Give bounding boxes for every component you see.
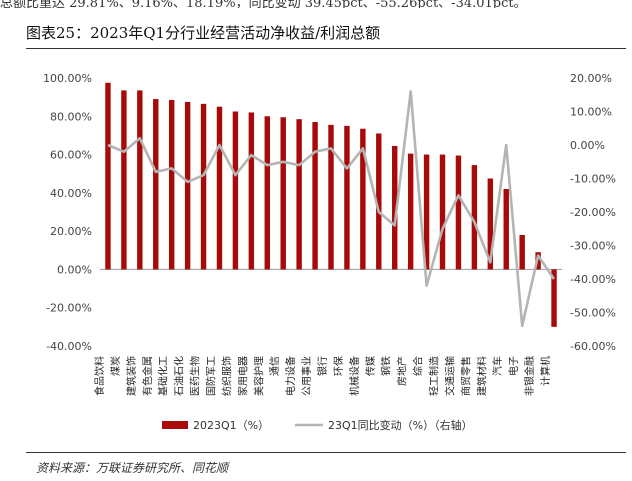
x-category-label: 基础化工 <box>157 356 170 396</box>
bar <box>296 119 302 270</box>
bar <box>264 116 270 270</box>
bar <box>105 82 111 270</box>
legend-bar-label: 2023Q1（%） <box>193 419 269 432</box>
x-category-label: 综合 <box>412 356 425 376</box>
x-category-label: 煤炭 <box>109 356 122 376</box>
x-category-label: 传媒 <box>365 356 377 376</box>
bar <box>153 99 159 270</box>
bar <box>216 106 223 270</box>
yoy-change-line <box>107 90 556 328</box>
bar <box>487 178 494 270</box>
bar <box>280 117 286 270</box>
x-category-label: 钢铁 <box>380 356 393 376</box>
bar <box>551 269 557 327</box>
x-category-label: 国防军工 <box>204 356 217 396</box>
x-category-label: 电力设备 <box>284 356 297 396</box>
y-left-tick-label: 40.00% <box>50 187 92 200</box>
x-category-label: 公用事业 <box>300 356 313 396</box>
x-category-label: 交通运输 <box>443 356 456 396</box>
y-left-tick-label: 80.00% <box>50 110 92 123</box>
bar <box>328 124 334 270</box>
source-note: 资料来源：万联证券研究所、同花顺 <box>36 461 229 475</box>
y-right-tick-label: 20.00% <box>570 72 612 85</box>
y-left-tick-label: 60.00% <box>50 149 92 162</box>
bar <box>312 122 318 270</box>
bar <box>519 234 525 270</box>
legend-line-label: 23Q1同比变动（%）（右轴） <box>328 418 473 432</box>
bar <box>184 101 191 270</box>
bar <box>137 90 143 270</box>
x-category-label: 汽车 <box>491 356 504 376</box>
x-category-label: 计算机 <box>539 356 552 386</box>
x-category-label: 美容护理 <box>252 356 265 396</box>
x-category-label: 纺织服饰 <box>220 356 233 396</box>
top-divider <box>26 48 626 49</box>
y-right-tick-label: -50.00% <box>570 307 616 320</box>
y-left-tick-label: -20.00% <box>46 302 92 315</box>
bar <box>121 90 127 270</box>
x-category-label: 环保 <box>332 356 345 376</box>
x-category-label: 建筑装饰 <box>125 356 138 396</box>
bar <box>168 100 175 270</box>
x-category-label: 家用电器 <box>236 356 249 396</box>
x-category-label: 电子 <box>507 356 520 376</box>
bar <box>503 189 509 270</box>
legend-bar-swatch <box>162 421 188 429</box>
y-left-tick-label: -40.00% <box>46 340 92 353</box>
bar <box>232 111 239 270</box>
bar <box>455 155 462 270</box>
header-text-line: 总额比重达 29.81%、9.16%、18.19%，同比变动 39.45pct、… <box>0 0 527 8</box>
bar <box>376 133 382 270</box>
bar <box>439 154 446 270</box>
x-category-label: 非银金融 <box>523 356 536 396</box>
bar <box>407 153 414 270</box>
x-category-label: 银行 <box>316 356 329 376</box>
x-category-label: 食品饮料 <box>93 356 106 396</box>
x-category-label: 轻工制造 <box>428 356 441 396</box>
y-left-tick-label: 0.00% <box>57 263 92 276</box>
x-category-label: 医药生物 <box>189 356 202 396</box>
y-right-tick-label: 0.00% <box>570 139 605 152</box>
y-right-tick-label: -20.00% <box>570 206 616 219</box>
bottom-divider <box>26 452 626 453</box>
bar <box>471 165 478 270</box>
x-category-label: 通信 <box>269 356 281 376</box>
y-right-tick-label: -60.00% <box>570 340 616 353</box>
x-category-label: 机械设备 <box>348 356 361 396</box>
x-category-label: 商贸零售 <box>459 356 472 396</box>
y-right-tick-label: 10.00% <box>570 106 612 119</box>
bar <box>423 154 430 270</box>
x-category-label: 石油石化 <box>173 356 186 396</box>
bar <box>248 112 255 270</box>
bar <box>392 145 398 270</box>
x-category-label: 房地产 <box>396 356 409 386</box>
x-category-label: 有色金属 <box>141 356 154 396</box>
y-right-tick-label: -30.00% <box>570 240 616 253</box>
x-category-label: 建筑材料 <box>475 356 488 396</box>
chart-title: 图表25：2023年Q1分行业经营活动净收益/利润总额 <box>26 24 381 42</box>
bar <box>200 103 207 270</box>
y-left-tick-label: 100.00% <box>43 72 92 85</box>
bar <box>344 125 350 270</box>
y-right-tick-label: -10.00% <box>570 173 616 186</box>
y-right-tick-label: -40.00% <box>570 273 616 286</box>
y-left-tick-label: 20.00% <box>50 225 92 238</box>
bar <box>360 128 366 270</box>
